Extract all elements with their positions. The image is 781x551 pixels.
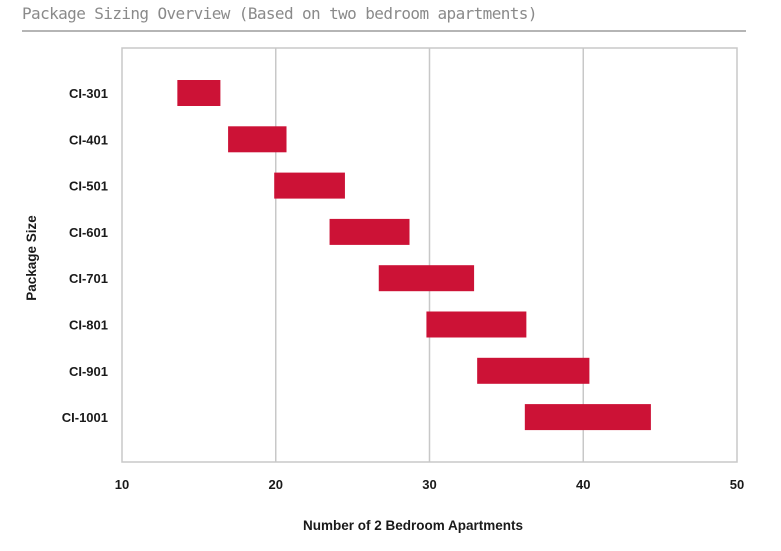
x-tick-label-20: 20 — [269, 477, 283, 492]
x-tick-label-10: 10 — [115, 477, 129, 492]
bar-ci-1001 — [524, 404, 651, 431]
x-axis-title: Number of 2 Bedroom Apartments — [303, 518, 523, 533]
bar-ci-501 — [274, 172, 345, 199]
y-axis-title: Package Size — [24, 215, 39, 301]
bar-ci-901 — [477, 357, 590, 384]
y-tick-label-ci-1001: CI-1001 — [62, 410, 108, 425]
y-tick-label-ci-301: CI-301 — [69, 86, 108, 101]
plot-frame — [121, 47, 738, 463]
y-tick-label-ci-601: CI-601 — [69, 225, 108, 240]
bar-ci-301 — [177, 80, 221, 106]
y-tick-label-ci-801: CI-801 — [69, 318, 108, 333]
x-tick-label-30: 30 — [422, 477, 436, 492]
x-tick-label-50: 50 — [730, 477, 744, 492]
y-tick-label-ci-401: CI-401 — [69, 132, 108, 147]
title-divider — [22, 30, 746, 32]
bar-ci-801 — [426, 311, 527, 338]
chart-title: Package Sizing Overview (Based on two be… — [22, 4, 537, 23]
y-tick-label-ci-901: CI-901 — [69, 364, 108, 379]
y-tick-label-ci-501: CI-501 — [69, 179, 108, 194]
bar-ci-701 — [378, 265, 475, 292]
bar-ci-401 — [228, 126, 287, 153]
y-tick-label-ci-701: CI-701 — [69, 271, 108, 286]
x-tick-label-40: 40 — [576, 477, 590, 492]
bar-ci-601 — [329, 218, 410, 245]
